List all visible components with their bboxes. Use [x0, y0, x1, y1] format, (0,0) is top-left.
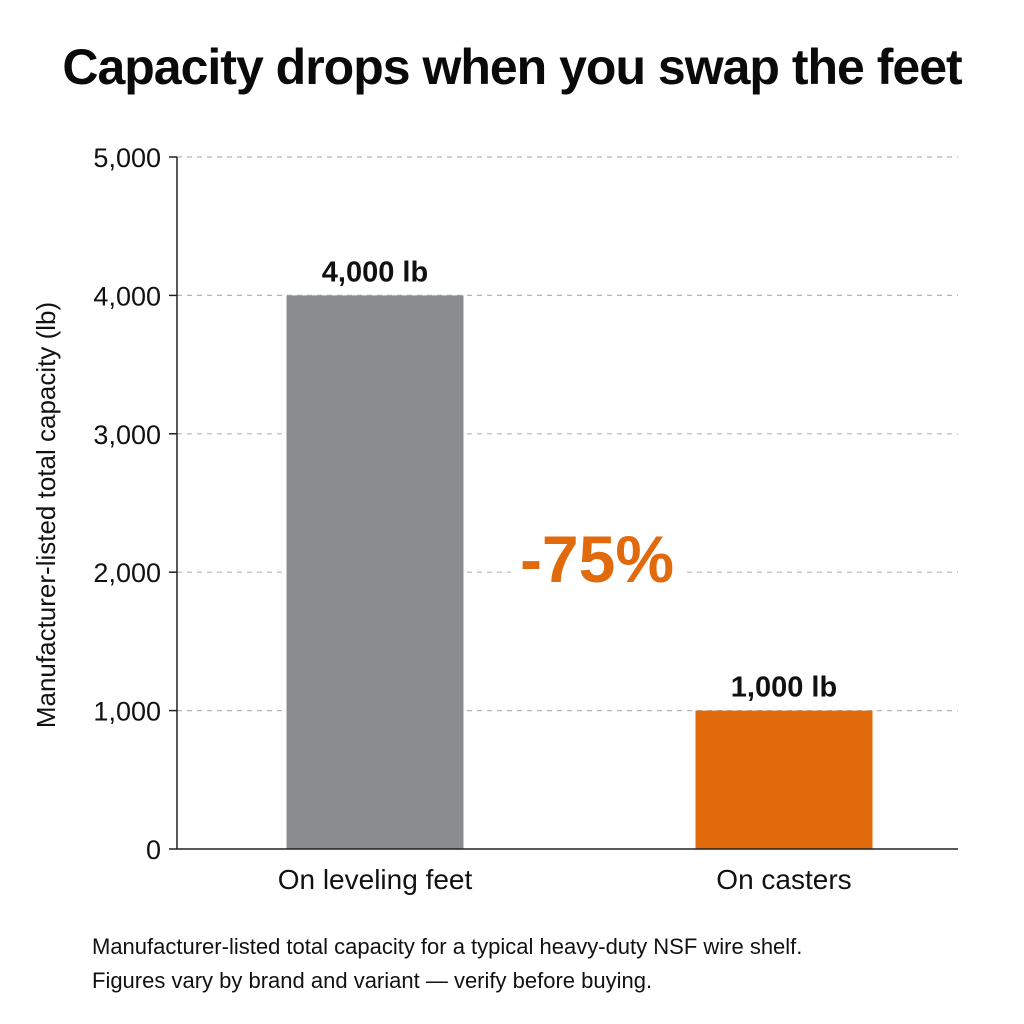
chart-caption: Manufacturer-listed total capacity for a… — [92, 930, 992, 998]
percent-change-annotation: -75% — [520, 522, 674, 596]
y-tick-label: 1,000 — [93, 697, 161, 727]
annotation-background — [511, 530, 683, 600]
data-label: 4,000 lb — [322, 256, 428, 288]
y-tick-label: 2,000 — [93, 558, 161, 588]
y-axis-label: Manufacturer-listed total capacity (lb) — [31, 302, 61, 728]
y-tick-label: 4,000 — [93, 281, 161, 311]
caption-line-1: Manufacturer-listed total capacity for a… — [92, 934, 803, 959]
y-tick-label: 0 — [146, 835, 161, 865]
labels: 0 1,000 2,000 3,000 4,000 5,000 4,000 lb On lev… — [31, 143, 852, 895]
x-tick-label: On leveling feet — [278, 864, 473, 895]
y-tick-label: 3,000 — [93, 420, 161, 450]
data-label: 1,000 lb — [731, 672, 837, 704]
x-tick-label: On casters — [716, 864, 851, 895]
caption-line-2: Figures vary by brand and variant — veri… — [92, 968, 653, 993]
bar-1 — [286, 295, 464, 849]
y-tick-label: 5,000 — [93, 143, 161, 173]
axes — [169, 156, 958, 850]
bars — [286, 295, 873, 849]
chart-title: Capacity drops when you swap the feet — [62, 39, 962, 95]
bar-2 — [695, 710, 873, 849]
